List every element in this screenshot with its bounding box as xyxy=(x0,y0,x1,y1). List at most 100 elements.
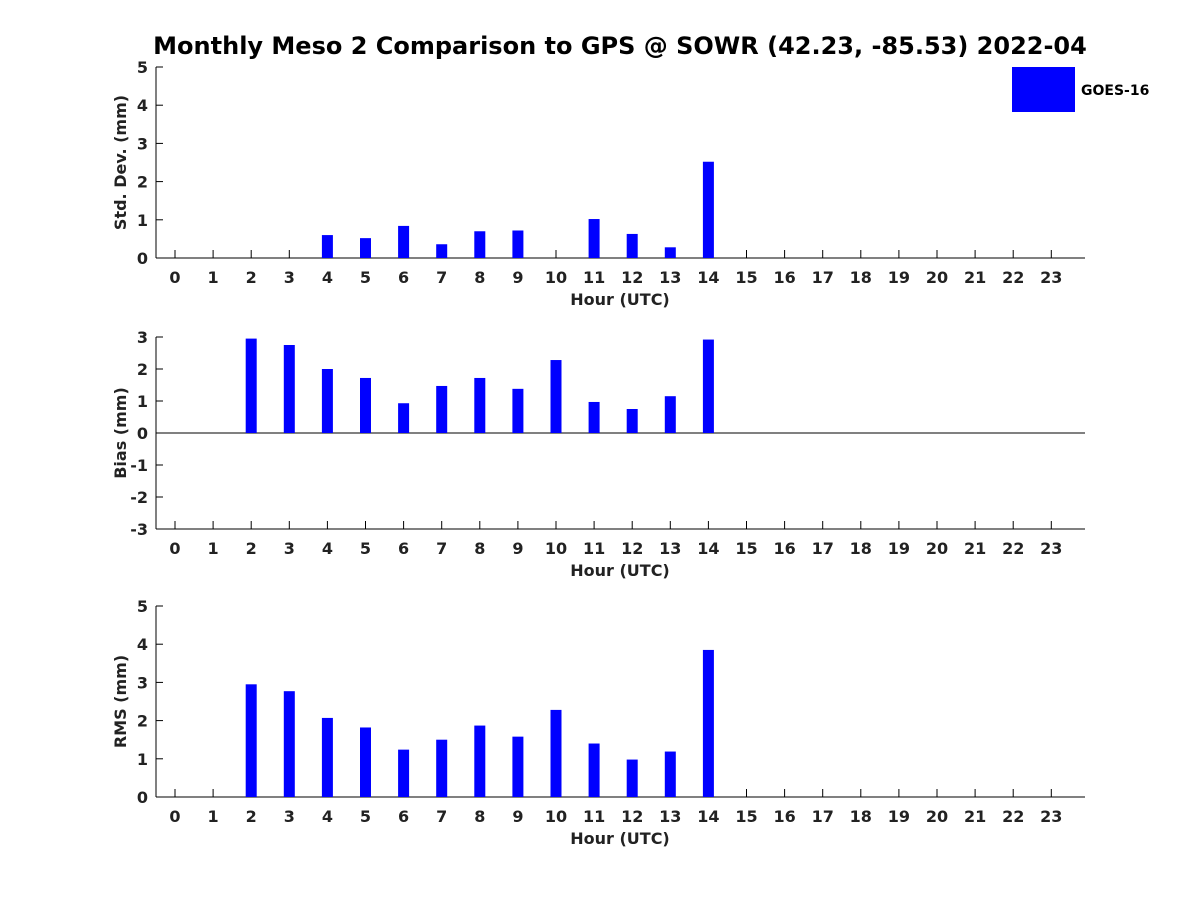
bar-hour-13 xyxy=(664,396,676,433)
x-tick-label: 7 xyxy=(436,268,447,287)
x-tick-label: 21 xyxy=(964,268,986,287)
y-tick-label: 4 xyxy=(137,96,148,115)
x-tick-label: 12 xyxy=(621,268,643,287)
x-tick-label: 21 xyxy=(964,539,986,558)
y-tick-label: 1 xyxy=(137,211,148,230)
x-tick-label: 1 xyxy=(208,268,219,287)
bar-hour-5 xyxy=(360,727,371,797)
x-axis-label: Hour (UTC) xyxy=(570,290,670,309)
x-tick-label: 8 xyxy=(474,268,485,287)
legend: GOES-16 xyxy=(1012,67,1149,112)
bar-hour-4 xyxy=(321,235,333,258)
x-tick-label: 17 xyxy=(812,807,834,826)
x-tick-label: 19 xyxy=(888,268,910,287)
y-tick-label: 0 xyxy=(137,788,148,807)
y-axis-label: RMS (mm) xyxy=(111,655,130,748)
x-tick-label: 13 xyxy=(659,539,681,558)
x-tick-label: 4 xyxy=(322,268,333,287)
x-tick-label: 7 xyxy=(436,807,447,826)
x-tick-label: 3 xyxy=(284,268,295,287)
x-tick-label: 16 xyxy=(773,268,795,287)
bar-hour-13 xyxy=(664,247,676,258)
x-tick-label: 22 xyxy=(1002,807,1024,826)
x-tick-label: 8 xyxy=(474,807,485,826)
x-tick-label: 23 xyxy=(1040,268,1062,287)
x-tick-label: 3 xyxy=(284,539,295,558)
x-tick-label: 20 xyxy=(926,807,948,826)
x-tick-label: 11 xyxy=(583,807,605,826)
x-tick-label: 8 xyxy=(474,539,485,558)
x-tick-label: 1 xyxy=(208,539,219,558)
x-tick-label: 23 xyxy=(1040,807,1062,826)
y-tick-label: -1 xyxy=(130,456,148,475)
x-tick-label: 0 xyxy=(169,807,180,826)
x-tick-label: 6 xyxy=(398,539,409,558)
x-tick-label: 13 xyxy=(659,807,681,826)
x-tick-label: 22 xyxy=(1002,268,1024,287)
x-tick-label: 11 xyxy=(583,268,605,287)
bar-hour-12 xyxy=(626,409,638,433)
x-axis-label: Hour (UTC) xyxy=(570,561,670,580)
x-tick-label: 5 xyxy=(360,539,371,558)
bar-hour-4 xyxy=(321,369,333,433)
bar-hour-6 xyxy=(398,749,410,797)
y-axis-label: Bias (mm) xyxy=(111,387,130,479)
bar-hour-7 xyxy=(436,385,448,433)
x-tick-label: 4 xyxy=(322,807,333,826)
bar-hour-2 xyxy=(245,338,257,433)
bar-hour-11 xyxy=(588,743,600,797)
x-tick-label: 3 xyxy=(284,807,295,826)
x-tick-label: 16 xyxy=(773,807,795,826)
y-tick-label: 2 xyxy=(137,360,148,379)
x-tick-label: 5 xyxy=(360,268,371,287)
x-tick-label: 0 xyxy=(169,268,180,287)
x-tick-label: 13 xyxy=(659,268,681,287)
bar-hour-3 xyxy=(283,345,295,433)
x-tick-label: 14 xyxy=(697,807,719,826)
y-tick-label: 3 xyxy=(137,328,148,347)
x-tick-label: 10 xyxy=(545,539,567,558)
bar-hour-11 xyxy=(588,401,600,433)
x-tick-label: 14 xyxy=(697,539,719,558)
bar-hour-9 xyxy=(512,230,524,258)
bar-hour-9 xyxy=(512,736,524,797)
y-tick-label: 0 xyxy=(137,424,148,443)
x-tick-label: 21 xyxy=(964,807,986,826)
bar-hour-7 xyxy=(436,739,448,797)
x-tick-label: 18 xyxy=(850,268,872,287)
y-tick-label: 1 xyxy=(137,750,148,769)
chart-title: Monthly Meso 2 Comparison to GPS @ SOWR … xyxy=(153,32,1087,60)
x-tick-label: 18 xyxy=(850,807,872,826)
y-tick-label: -3 xyxy=(130,520,148,539)
x-axis-label: Hour (UTC) xyxy=(570,829,670,848)
x-tick-label: 12 xyxy=(621,539,643,558)
x-tick-label: 17 xyxy=(812,268,834,287)
x-tick-label: 20 xyxy=(926,268,948,287)
x-tick-label: 22 xyxy=(1002,539,1024,558)
bar-hour-2 xyxy=(245,684,257,797)
bar-hour-8 xyxy=(474,231,486,258)
bar-hour-3 xyxy=(283,691,295,797)
x-tick-label: 2 xyxy=(246,268,257,287)
x-tick-label: 9 xyxy=(512,268,523,287)
x-tick-label: 6 xyxy=(398,268,409,287)
y-axis-label: Std. Dev. (mm) xyxy=(111,95,130,230)
x-tick-label: 19 xyxy=(888,539,910,558)
x-tick-label: 0 xyxy=(169,539,180,558)
x-tick-label: 12 xyxy=(621,807,643,826)
bar-hour-7 xyxy=(436,244,448,258)
y-tick-label: 5 xyxy=(137,58,148,77)
bar-hour-11 xyxy=(588,219,600,258)
x-tick-label: 6 xyxy=(398,807,409,826)
bar-hour-10 xyxy=(550,360,562,433)
x-tick-label: 9 xyxy=(512,539,523,558)
y-tick-label: 5 xyxy=(137,597,148,616)
y-tick-label: -2 xyxy=(130,488,148,507)
x-tick-label: 15 xyxy=(735,807,757,826)
bar-hour-14 xyxy=(702,649,714,797)
bar-hour-6 xyxy=(398,403,410,433)
bar-hour-5 xyxy=(360,238,371,258)
